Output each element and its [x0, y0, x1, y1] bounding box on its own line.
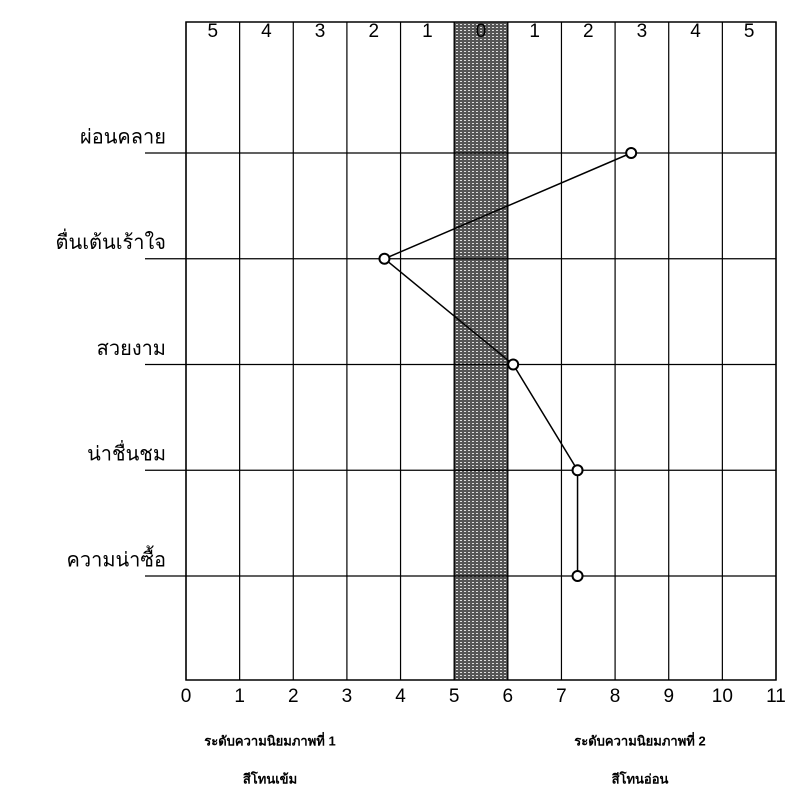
point: [379, 254, 389, 264]
column-label: 5: [744, 21, 755, 42]
point: [508, 360, 518, 370]
row-label: สวยงาม: [97, 338, 166, 360]
x-tick-label: 11: [766, 686, 786, 707]
column-label: 0: [476, 21, 487, 42]
column-label: 1: [529, 21, 540, 42]
x-tick-label: 5: [449, 686, 460, 707]
row-label: ผ่อนคลาย: [80, 126, 166, 148]
row-label: ความน่าซื้อ: [66, 545, 166, 571]
column-label: 2: [583, 21, 594, 42]
group-label: ระดับความนิยมภาพที่ 1: [204, 731, 335, 748]
group-label: สีโทนอ่อน: [611, 770, 668, 786]
point: [626, 148, 636, 158]
point: [573, 465, 583, 475]
column-label: 4: [261, 21, 272, 42]
point: [573, 571, 583, 581]
column-label: 4: [690, 21, 701, 42]
column-label: 2: [368, 21, 379, 42]
x-tick-label: 7: [556, 686, 567, 707]
x-tick-label: 0: [181, 686, 192, 707]
chart: ระดับความนิยมภาพที่ 1 สีโทนเข้ม ระดับควา…: [0, 0, 799, 796]
column-label: 3: [637, 21, 648, 42]
x-tick-label: 3: [342, 686, 353, 707]
center-band: [454, 22, 508, 680]
row-label: น่าชื่นชม: [87, 440, 166, 466]
column-label: 5: [208, 21, 219, 42]
x-tick-label: 10: [712, 686, 733, 707]
x-tick-label: 4: [395, 686, 406, 707]
column-label: 1: [422, 21, 433, 42]
x-tick-label: 9: [663, 686, 674, 707]
x-tick-label: 8: [610, 686, 621, 707]
column-label: 3: [315, 21, 326, 42]
group-label: ระดับความนิยมภาพที่ 2: [574, 731, 705, 748]
x-tick-label: 1: [234, 686, 245, 707]
x-tick-label: 6: [503, 686, 514, 707]
row-label: ตื่นเต้นเร้าใจ: [56, 228, 166, 254]
x-tick-label: 2: [288, 686, 299, 707]
group-label: สีโทนเข้ม: [243, 770, 297, 786]
